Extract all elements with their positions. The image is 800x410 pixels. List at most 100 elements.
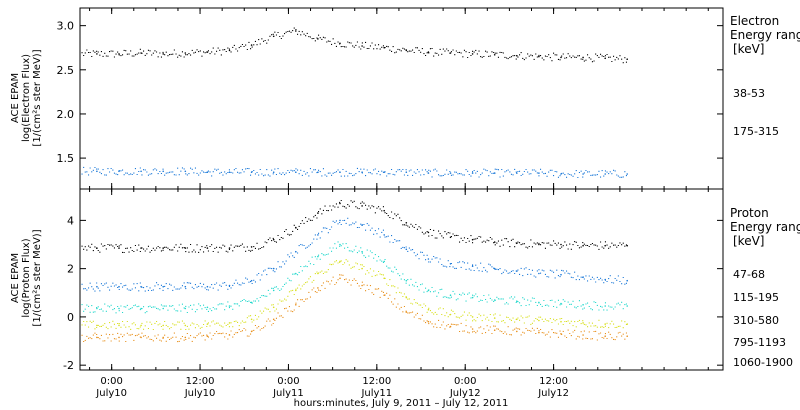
proton-trace-1060-1900 (81, 274, 627, 343)
electron-point-175-315 (228, 171, 231, 173)
proton-series-795-1193 (81, 259, 628, 331)
electron-point-175-315 (516, 172, 518, 174)
electron-point-175-315 (295, 171, 297, 173)
proton-point-310-580 (361, 250, 363, 253)
electron-point-38-53 (295, 30, 297, 32)
proton-point-795-1193 (228, 322, 231, 324)
electron-point-38-53 (405, 49, 408, 52)
legend-entry-proton-310-580: 310-580 (733, 314, 779, 327)
proton-point-1060-1900 (206, 335, 209, 338)
proton-point-47-68 (184, 247, 187, 249)
proton-point-1060-1900 (317, 287, 319, 289)
proton-point-795-1193 (118, 324, 120, 327)
proton-point-1060-1900 (250, 330, 253, 333)
electron-point-38-53 (604, 57, 606, 60)
proton-trace-115-195 (81, 217, 627, 292)
proton-point-47-68 (339, 202, 341, 205)
time-axis-ticks: 0:00July1012:00July100:00July1112:00July… (89, 8, 709, 399)
electron-point-38-53 (339, 42, 341, 45)
proton-trace-795-1193 (81, 259, 627, 331)
proton-data (81, 199, 628, 343)
proton-point-795-1193 (140, 324, 142, 327)
proton-point-310-580 (493, 299, 496, 301)
electron-point-175-315 (405, 171, 408, 173)
electron-point-38-53 (560, 56, 562, 59)
proton-point-795-1193 (96, 324, 98, 327)
electron-point-38-53 (449, 52, 452, 54)
proton-point-310-580 (272, 289, 275, 292)
proton-ytick-label: 4 (67, 214, 74, 227)
proton-point-310-580 (206, 306, 209, 309)
proton-point-310-580 (471, 296, 474, 299)
proton-point-795-1193 (582, 322, 584, 324)
electron-ytick-label: 3.0 (57, 20, 75, 33)
proton-panel: -2 0 2 4 ACE EPAM log(Proton Flux) [1/(cm²s… (10, 188, 800, 372)
proton-point-47-68 (250, 246, 253, 248)
electron-point-175-315 (206, 171, 209, 173)
electron-ytick-label: 1.5 (57, 152, 75, 165)
electron-y-ticks: 1.5 2.0 2.5 3.0 (57, 20, 723, 165)
electron-ytick-label: 2.0 (57, 108, 75, 121)
electron-trace-175-315 (81, 166, 627, 179)
proton-point-310-580 (250, 301, 253, 304)
electron-data (81, 27, 628, 179)
electron-point-38-53 (493, 54, 496, 56)
electron-series-175-315 (81, 166, 628, 179)
proton-ytick-label: 2 (67, 263, 74, 276)
proton-ytick-label: 0 (67, 311, 74, 324)
proton-point-310-580 (427, 289, 430, 292)
electron-point-38-53 (317, 38, 319, 40)
proton-point-795-1193 (449, 313, 452, 316)
electron-ylabel-line2: log(Electron Flux) (21, 54, 32, 142)
proton-point-1060-1900 (604, 335, 606, 338)
proton-point-1060-1900 (140, 336, 142, 339)
proton-point-1060-1900 (383, 294, 386, 297)
proton-point-1060-1900 (538, 331, 540, 334)
time-tick-label: 0:00 (454, 376, 476, 387)
legend-entry-proton-115-195: 115-195 (733, 291, 779, 304)
electron-point-38-53 (427, 51, 430, 53)
electron-point-175-315 (118, 170, 120, 173)
proton-point-310-580 (96, 307, 98, 310)
proton-point-795-1193 (184, 324, 187, 327)
electron-point-38-53 (162, 53, 164, 55)
proton-point-795-1193 (206, 323, 209, 325)
electron-point-38-53 (383, 46, 386, 49)
proton-point-47-68 (471, 238, 474, 241)
proton-series-310-580 (81, 241, 628, 314)
proton-point-47-68 (493, 241, 496, 243)
proton-point-47-68 (604, 244, 606, 247)
proton-point-1060-1900 (405, 311, 408, 313)
proton-point-310-580 (339, 243, 341, 246)
proton-point-795-1193 (516, 318, 518, 321)
proton-point-310-580 (140, 307, 142, 310)
proton-point-310-580 (604, 305, 606, 307)
electron-point-38-53 (538, 55, 540, 58)
electron-ylabel-line1: ACE EPAM (10, 73, 21, 123)
legend-entry-proton-47-68: 47-68 (733, 268, 765, 281)
electron-ylabel-line3: [1/(cm²s ster MeV)] (32, 49, 43, 146)
electron-point-175-315 (604, 173, 606, 175)
electron-point-175-315 (361, 171, 363, 173)
proton-point-1060-1900 (493, 329, 496, 332)
proton-point-795-1193 (626, 323, 628, 325)
proton-point-795-1193 (493, 317, 496, 319)
proton-point-310-580 (383, 260, 386, 263)
proton-point-310-580 (162, 307, 164, 310)
electron-point-175-315 (449, 172, 452, 174)
proton-point-310-580 (228, 305, 231, 307)
proton-point-115-195 (582, 276, 584, 278)
electron-point-175-315 (272, 171, 275, 173)
proton-point-1060-1900 (560, 333, 562, 335)
time-tick-label: 12:00 (539, 376, 568, 387)
proton-point-1060-1900 (162, 336, 164, 339)
proton-point-795-1193 (361, 267, 363, 270)
date-tick-label: July11 (360, 388, 392, 399)
legend-entry-proton-795-1193: 795-1193 (733, 336, 786, 349)
proton-trace-47-68 (81, 199, 627, 254)
proton-point-47-68 (582, 244, 584, 247)
proton-point-795-1193 (272, 306, 275, 309)
proton-point-47-68 (96, 247, 98, 249)
proton-point-795-1193 (538, 319, 540, 322)
proton-point-115-195 (405, 248, 408, 251)
